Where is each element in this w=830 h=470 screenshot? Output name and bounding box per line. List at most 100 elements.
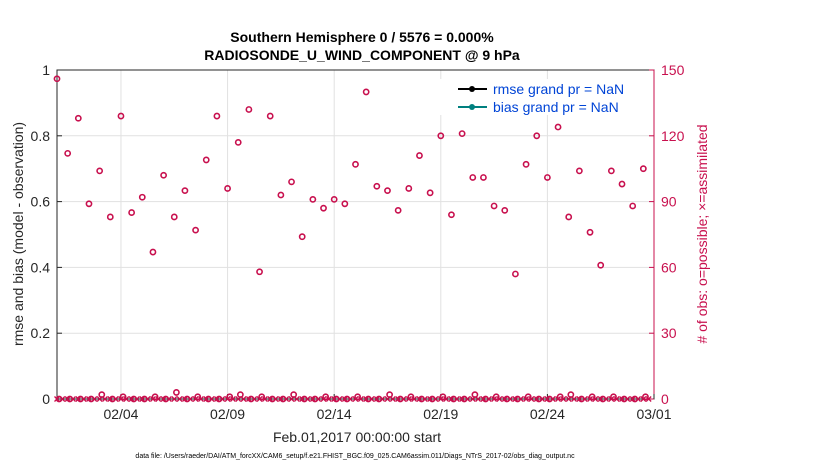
obs-assimilated-point xyxy=(459,396,466,402)
left-tick-label: 0 xyxy=(42,391,50,407)
obs-assimilated-point xyxy=(160,396,167,402)
obs-assimilated-point xyxy=(86,396,92,402)
obs-possible-point xyxy=(501,206,509,214)
obs-possible-point xyxy=(128,209,136,216)
obs-assimilated-point xyxy=(357,396,364,402)
obs-possible-point xyxy=(85,200,93,208)
obs-assimilated-point xyxy=(293,396,300,402)
obs-possible-point xyxy=(642,393,649,401)
obs-assimilated-point xyxy=(613,396,620,402)
obs-possible-point xyxy=(407,393,415,401)
obs-assimilated-point xyxy=(235,396,242,402)
obs-assimilated-point xyxy=(565,396,572,402)
obs-assimilated-point xyxy=(523,396,530,402)
obs-assimilated-point xyxy=(261,396,268,402)
obs-assimilated-point xyxy=(277,396,284,402)
obs-assimilated-point xyxy=(347,396,354,402)
obs-possible-point xyxy=(512,270,519,278)
obs-assimilated-point xyxy=(325,396,332,402)
obs-assimilated-point xyxy=(496,396,503,402)
obs-possible-point xyxy=(384,187,391,195)
right-y-axis: 0 30 60 90 120 150 xyxy=(649,62,685,407)
x-tick-label: 02/19 xyxy=(423,406,458,422)
x-tick-label: 02/24 xyxy=(530,406,565,422)
obs-assimilated-point xyxy=(549,396,556,402)
obs-assimilated-point xyxy=(75,396,82,402)
obs-possible-point xyxy=(224,185,231,192)
obs-assimilated-point xyxy=(448,396,455,402)
left-tick-label: 0.6 xyxy=(31,194,51,210)
obs-assimilated-point xyxy=(544,396,551,402)
obs-assimilated-point xyxy=(123,396,130,402)
obs-possible-point xyxy=(117,112,125,120)
obs-possible-point xyxy=(352,160,359,168)
obs-possible-point xyxy=(322,393,330,401)
obs-possible-point xyxy=(575,167,583,175)
obs-assimilated-point xyxy=(432,396,439,402)
obs-possible-point xyxy=(298,233,306,241)
obs-assimilated-point xyxy=(475,396,482,402)
obs-assimilated-point xyxy=(336,396,343,402)
obs-possible-point xyxy=(469,174,477,181)
obs-assimilated-point xyxy=(619,396,625,402)
right-tick-label: 90 xyxy=(661,194,677,210)
obs-assimilated-point xyxy=(229,396,236,402)
obs-assimilated-point xyxy=(373,396,380,402)
chart-title-line2: RADIOSONDE_U_WIND_COMPONENT @ 9 hPa xyxy=(204,47,520,63)
obs-assimilated-point xyxy=(645,396,652,402)
y-axis-label-right: # of obs: o=possible; ×=assimilated xyxy=(694,124,710,343)
obs-possible-point xyxy=(490,202,498,210)
obs-possible-point xyxy=(181,187,189,195)
obs-assimilated-point xyxy=(640,396,647,402)
obs-assimilated-point xyxy=(251,396,258,402)
obs-assimilated-point xyxy=(192,396,199,402)
obs-possible-point xyxy=(96,167,104,175)
obs-assimilated-point xyxy=(437,396,444,402)
obs-possible-point xyxy=(277,191,285,199)
obs-possible-point xyxy=(320,204,327,212)
chart-title-line1: Southern Hemisphere 0 / 5576 = 0.000% xyxy=(230,29,494,45)
obs-assimilated-point xyxy=(245,396,252,402)
obs-possible-point xyxy=(258,393,266,401)
obs-possible-point xyxy=(543,174,551,181)
obs-assimilated-point xyxy=(512,396,519,402)
obs-assimilated-point xyxy=(299,396,306,402)
obs-assimilated-point xyxy=(272,396,279,402)
obs-assimilated-point xyxy=(608,396,615,402)
obs-possible-point xyxy=(64,149,72,157)
obs-assimilated-point xyxy=(197,396,204,402)
obs-assimilated-point xyxy=(400,396,407,402)
obs-assimilated-point xyxy=(59,396,66,402)
obs-possible-point xyxy=(437,132,445,140)
obs-assimilated-point xyxy=(480,396,487,402)
obs-possible-point xyxy=(373,182,381,190)
obs-assimilated-point xyxy=(539,396,546,402)
obs-possible-point xyxy=(192,226,199,234)
obs-assimilated-point xyxy=(118,396,124,402)
obs-assimilated-point xyxy=(576,396,583,402)
right-tick-label: 60 xyxy=(661,259,677,275)
obs-possible-point xyxy=(362,88,370,96)
obs-assimilated-point xyxy=(384,396,391,402)
obs-assimilated-point xyxy=(363,396,370,402)
obs-assimilated-point xyxy=(592,396,599,402)
obs-possible-point xyxy=(416,152,423,159)
x-axis: 02/04 02/09 02/14 02/19 02/24 03/01 xyxy=(103,394,672,422)
obs-assimilated-point xyxy=(187,396,194,402)
obs-assimilated-point xyxy=(352,396,359,402)
obs-possible-point xyxy=(629,202,637,210)
obs-possible-point xyxy=(213,112,221,120)
obs-assimilated-point xyxy=(533,396,540,402)
obs-possible-point xyxy=(226,393,234,401)
obs-possible-point xyxy=(405,185,413,192)
obs-possible-point xyxy=(172,389,180,396)
obs-possible-point xyxy=(492,393,500,401)
obs-assimilated-point xyxy=(288,396,295,402)
grid-lines xyxy=(57,70,654,399)
obs-assimilated-point xyxy=(256,396,263,402)
obs-assimilated-point xyxy=(107,396,114,402)
obs-possible-point xyxy=(426,189,434,197)
obs-markers xyxy=(53,75,652,403)
x-tick-label: 02/04 xyxy=(103,406,138,422)
obs-possible-point xyxy=(53,75,61,83)
